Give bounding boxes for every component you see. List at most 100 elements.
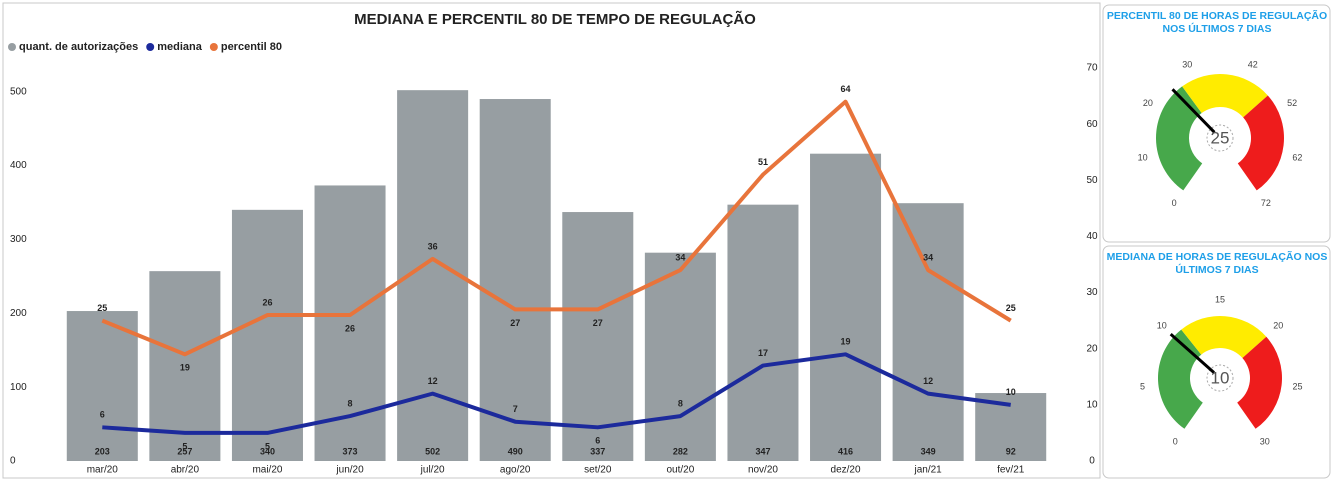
data-label: 34 xyxy=(675,252,685,262)
data-label: 12 xyxy=(923,376,933,386)
gauge-tick-label: 52 xyxy=(1287,98,1297,108)
y2-tick-label: 70 xyxy=(1086,63,1098,74)
legend-label: percentil 80 xyxy=(221,41,282,53)
data-label: 51 xyxy=(758,157,768,167)
y2-tick-label: 0 xyxy=(1089,456,1095,467)
y2-tick-label: 20 xyxy=(1086,343,1098,354)
legend-marker xyxy=(8,43,16,51)
x-tick-label: set/20 xyxy=(584,465,612,476)
data-label: 26 xyxy=(345,323,355,333)
gauge-needle xyxy=(1171,88,1216,134)
y2-tick-label: 60 xyxy=(1086,119,1098,130)
legend-marker xyxy=(146,43,155,51)
x-tick-label: out/20 xyxy=(666,465,694,476)
gauge-tick-label: 10 xyxy=(1157,321,1167,331)
data-label: 340 xyxy=(260,446,275,456)
x-tick-label: jul/20 xyxy=(420,465,445,476)
gauge-tick-label: 15 xyxy=(1215,294,1225,304)
data-label: 8 xyxy=(678,398,683,408)
y-tick-label: 500 xyxy=(10,86,27,97)
data-label: 64 xyxy=(841,84,851,94)
data-label: 26 xyxy=(262,297,272,307)
data-label: 416 xyxy=(838,446,853,456)
data-label: 337 xyxy=(590,446,605,456)
gauge-panel xyxy=(1102,245,1331,479)
gauge-tick-label: 0 xyxy=(1173,436,1178,446)
data-label: 19 xyxy=(180,363,190,373)
data-label: 12 xyxy=(428,376,438,386)
data-label: 17 xyxy=(758,348,768,358)
data-label: 10 xyxy=(1006,387,1016,397)
gauge-band xyxy=(1237,336,1282,429)
data-label: 7 xyxy=(513,404,518,414)
y2-tick-label: 10 xyxy=(1086,399,1098,410)
legend-label: quant. de autorizações xyxy=(19,41,138,53)
bar xyxy=(479,99,551,462)
y-tick-label: 200 xyxy=(10,308,27,319)
legend-marker xyxy=(209,43,218,51)
data-label: 5 xyxy=(265,441,270,451)
data-label: 490 xyxy=(508,446,523,456)
main-panel xyxy=(2,2,1101,479)
gauge-tick-label: 62 xyxy=(1292,153,1302,163)
y-tick-label: 100 xyxy=(10,382,27,393)
x-tick-label: dez/20 xyxy=(831,465,861,476)
data-label: 92 xyxy=(1006,446,1016,456)
x-tick-label: abr/20 xyxy=(171,465,200,476)
gauge-panel xyxy=(1102,4,1331,243)
gauge-tick-label: 25 xyxy=(1292,381,1302,391)
y-tick-label: 400 xyxy=(10,160,27,171)
data-label: 347 xyxy=(755,446,770,456)
line xyxy=(101,99,1012,357)
line xyxy=(102,352,1011,435)
data-label: 5 xyxy=(182,441,187,451)
data-label: 282 xyxy=(673,446,688,456)
x-tick-label: mar/20 xyxy=(87,465,119,476)
data-label: 8 xyxy=(348,398,353,408)
y2-tick-label: 40 xyxy=(1086,231,1098,242)
gauge-title: PERCENTIL 80 DE HORAS DE REGULAÇÃO NOS Ú… xyxy=(1106,10,1328,35)
gauge-tick-label: 5 xyxy=(1140,381,1145,391)
data-label: 34 xyxy=(923,252,933,262)
x-tick-label: fev/21 xyxy=(997,465,1025,476)
bar xyxy=(66,311,138,461)
data-label: 6 xyxy=(100,410,105,420)
bar xyxy=(892,203,964,461)
x-tick-label: ago/20 xyxy=(500,465,531,476)
x-tick-label: nov/20 xyxy=(748,465,778,476)
data-label: 36 xyxy=(428,241,438,251)
gauge-tick-label: 30 xyxy=(1260,436,1270,446)
bar xyxy=(810,153,882,462)
gauge-needle xyxy=(1169,333,1216,374)
gauge-tick-label: 30 xyxy=(1182,59,1192,69)
data-label: 19 xyxy=(841,337,851,347)
data-label: 257 xyxy=(177,446,192,456)
gauge-tick-label: 72 xyxy=(1261,198,1271,208)
gauge-band xyxy=(1237,95,1284,191)
gauge-value: 25 xyxy=(1211,128,1230,147)
y-tick-label: 0 xyxy=(10,456,16,467)
y2-tick-label: 50 xyxy=(1086,175,1098,186)
gauge-tick-label: 42 xyxy=(1248,59,1258,69)
x-tick-label: jan/21 xyxy=(914,465,943,476)
data-label: 25 xyxy=(1006,303,1016,313)
gauge-tick-label: 20 xyxy=(1273,321,1283,331)
bar xyxy=(644,252,716,461)
x-tick-label: jun/20 xyxy=(335,465,364,476)
gauge-tick-label: 0 xyxy=(1172,198,1177,208)
chart-title: MEDIANA E PERCENTIL 80 DE TEMPO DE REGUL… xyxy=(354,10,756,28)
gauge-value: 10 xyxy=(1211,368,1230,387)
data-label: 502 xyxy=(425,446,440,456)
gauge-band xyxy=(1181,315,1267,359)
bar xyxy=(231,209,303,461)
gauge-tick-label: 20 xyxy=(1143,98,1153,108)
gauge-band xyxy=(1182,73,1268,118)
y-tick-label: 300 xyxy=(10,234,27,245)
data-label: 25 xyxy=(97,303,107,313)
x-tick-label: mai/20 xyxy=(252,465,282,476)
gauge-title: MEDIANA DE HORAS DE REGULAÇÃO NOS ÚLTIMO… xyxy=(1106,251,1328,276)
data-label: 203 xyxy=(95,446,110,456)
data-label: 6 xyxy=(595,436,600,446)
